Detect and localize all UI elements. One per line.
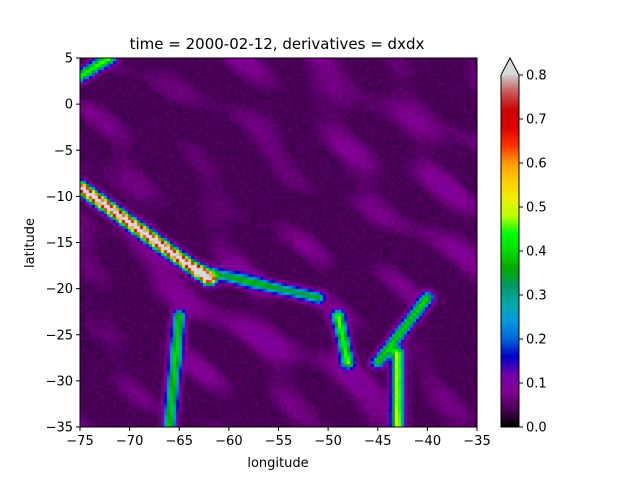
y-tick-label: −25 [46, 328, 73, 343]
y-tick-label: 0 [65, 98, 73, 113]
x-tick-label: −70 [116, 434, 143, 449]
x-tick-label: −50 [314, 434, 341, 449]
colorbar-tick-label: 0.6 [526, 157, 547, 172]
y-axis: 5 0 −5 −10 −15 −20 −25 −30 −35 [46, 52, 80, 436]
y-tick-label: −5 [54, 144, 73, 159]
heatmap-area [80, 58, 477, 427]
x-tick-label: −65 [166, 434, 193, 449]
colorbar [501, 75, 519, 427]
chart-title: time = 2000-02-12, derivatives = dxdx [130, 35, 425, 53]
x-tick-label: −45 [364, 434, 391, 449]
colorbar-extend-arrow [501, 58, 519, 75]
heatmap-canvas [80, 58, 477, 427]
colorbar-tick-label: 0.3 [526, 289, 547, 304]
y-tick-label: 5 [65, 52, 73, 67]
colorbar-axis: 0.0 0.1 0.2 0.3 0.4 0.5 0.6 0.7 0.8 [519, 69, 547, 436]
colorbar-outline [500, 56, 520, 428]
y-tick-label: −15 [46, 236, 73, 251]
colorbar-tick-label: 0.4 [526, 245, 547, 260]
colorbar-tick-label: 0.0 [526, 421, 547, 436]
x-axis: −75 −70 −65 −60 −55 −50 −45 −40 −35 [66, 427, 491, 449]
colorbar-tick-label: 0.8 [526, 69, 547, 84]
colorbar-tick-label: 0.5 [526, 201, 547, 216]
x-tick-label: −60 [215, 434, 242, 449]
y-axis-label: latitude [23, 218, 38, 268]
colorbar-tick-label: 0.1 [526, 377, 547, 392]
colorbar-tick-label: 0.7 [526, 113, 547, 128]
x-tick-label: −40 [414, 434, 441, 449]
x-tick-label: −75 [66, 434, 93, 449]
x-tick-label: −35 [463, 434, 490, 449]
y-tick-label: −30 [46, 374, 73, 389]
x-tick-label: −55 [265, 434, 292, 449]
x-axis-label: longitude [247, 456, 308, 471]
y-tick-label: −35 [46, 421, 73, 436]
colorbar-tick-label: 0.2 [526, 333, 547, 348]
y-tick-label: −10 [46, 190, 73, 205]
y-tick-label: −20 [46, 282, 73, 297]
